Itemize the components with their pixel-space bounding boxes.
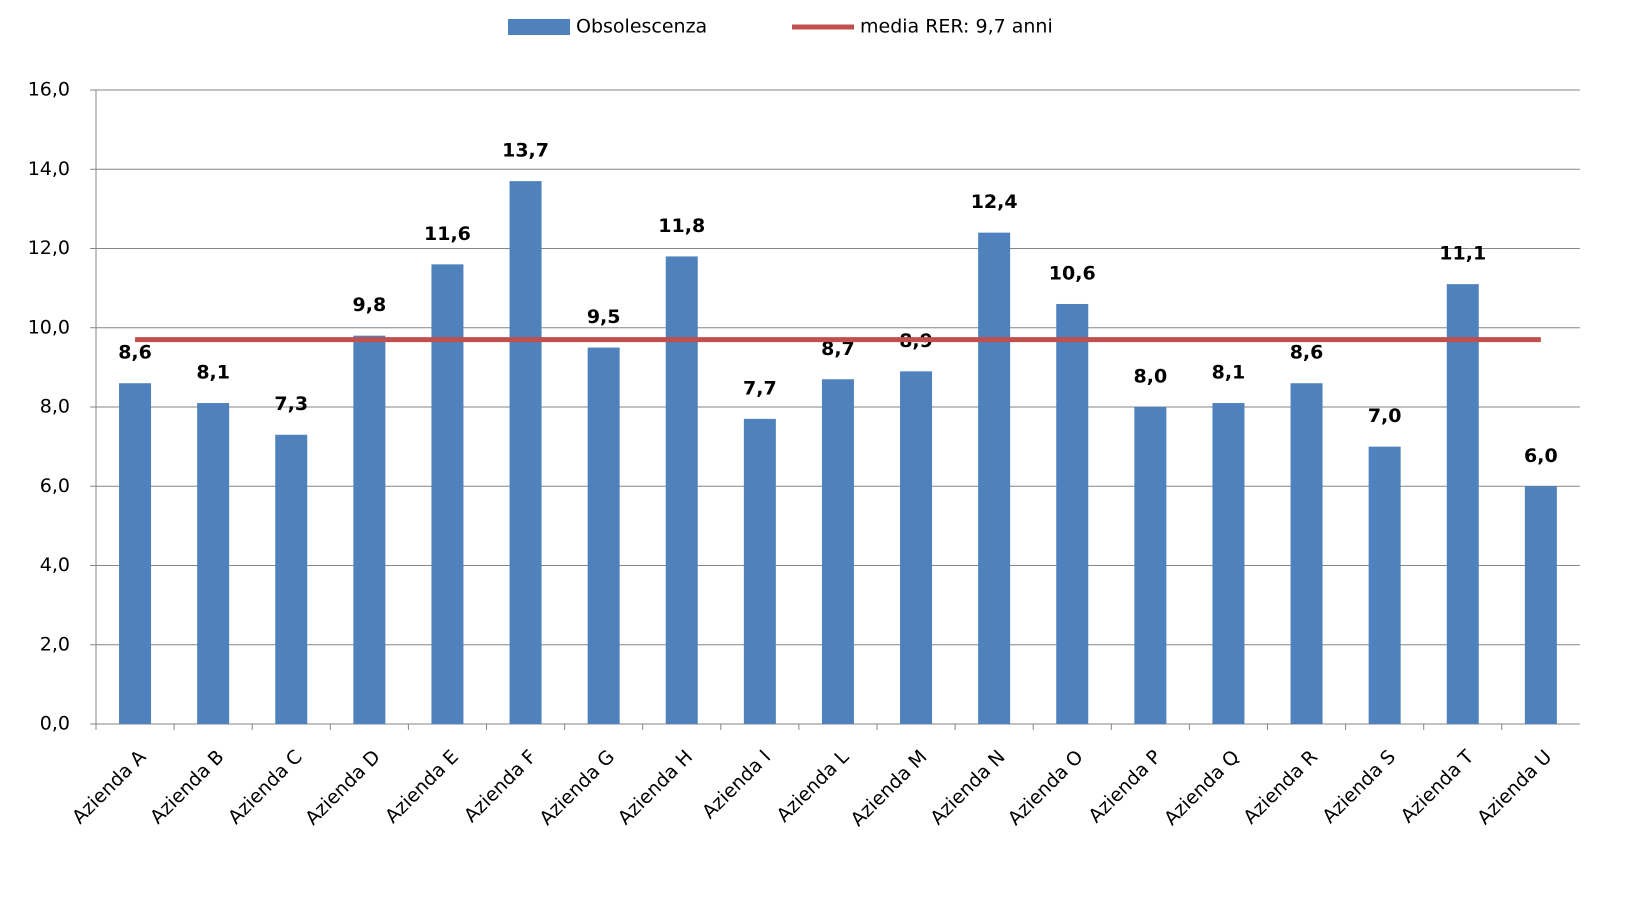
x-tick-label: Azienda E [381,746,463,828]
x-tick-label: Azienda L [773,746,854,827]
bar [1134,407,1167,724]
x-tick-label: Azienda C [224,746,307,829]
value-label: 8,1 [196,362,230,384]
x-tick-label: Azienda I [698,746,775,823]
x-tick-label: Azienda O [1004,746,1088,830]
legend-swatch [508,19,570,35]
x-tick-label: Azienda U [1473,746,1556,829]
bar [587,347,620,724]
value-label: 7,3 [274,393,308,415]
bar [119,383,152,724]
value-label: 11,1 [1439,243,1486,265]
y-tick-label: 10,0 [28,316,70,338]
x-tick-label: Azienda D [301,746,385,830]
value-label: 8,0 [1134,366,1168,388]
x-tick-label: Azienda P [1084,746,1165,827]
x-tick-label: Azienda A [68,746,151,829]
value-label: 11,8 [658,215,705,237]
bar [275,434,308,724]
x-tick-label: Azienda S [1318,746,1400,828]
y-tick-label: 0,0 [40,713,70,735]
value-label: 7,0 [1368,405,1402,427]
value-label: 13,7 [502,140,549,162]
value-label: 8,7 [821,338,855,360]
bar [431,264,464,724]
y-tick-label: 14,0 [28,158,70,180]
x-tick-label: Azienda M [847,746,932,831]
bar [509,181,542,724]
bar [743,418,776,724]
bar [353,335,386,724]
value-label: 10,6 [1049,262,1096,284]
bar [821,379,854,724]
bar [978,232,1011,724]
value-label: 9,5 [587,306,621,328]
legend-label: media RER: 9,7 anni [860,16,1053,38]
bar [1368,446,1401,724]
bar [1056,303,1089,724]
x-tick-label: Azienda B [146,746,229,829]
bar [900,371,933,724]
value-label: 7,7 [743,377,777,399]
value-label: 8,6 [118,342,152,364]
y-tick-label: 6,0 [40,475,70,497]
y-tick-label: 4,0 [40,554,70,576]
value-label: 8,6 [1290,342,1324,364]
bar [1446,284,1479,724]
x-tick-label: Azienda H [614,746,697,829]
x-tick-label: Azienda F [460,746,541,827]
y-tick-label: 2,0 [40,633,70,655]
bar [1212,403,1245,724]
legend-label: Obsolescenza [576,16,707,38]
value-label: 12,4 [971,191,1018,213]
x-tick-label: Azienda T [1397,746,1479,828]
x-tick-label: Azienda R [1239,746,1322,829]
bar [665,256,698,724]
x-tick-label: Azienda Q [1160,746,1244,830]
x-tick-label: Azienda G [535,746,619,830]
value-label: 9,8 [353,294,387,316]
y-tick-label: 12,0 [28,237,70,259]
y-tick-label: 8,0 [40,396,70,418]
value-label: 6,0 [1524,445,1558,467]
x-tick-label: Azienda N [926,746,1009,829]
y-tick-label: 16,0 [28,79,70,101]
bar [1290,383,1323,724]
value-label: 11,6 [424,223,471,245]
bar [1524,486,1557,724]
bar [197,403,230,724]
value-label: 8,1 [1212,362,1246,384]
